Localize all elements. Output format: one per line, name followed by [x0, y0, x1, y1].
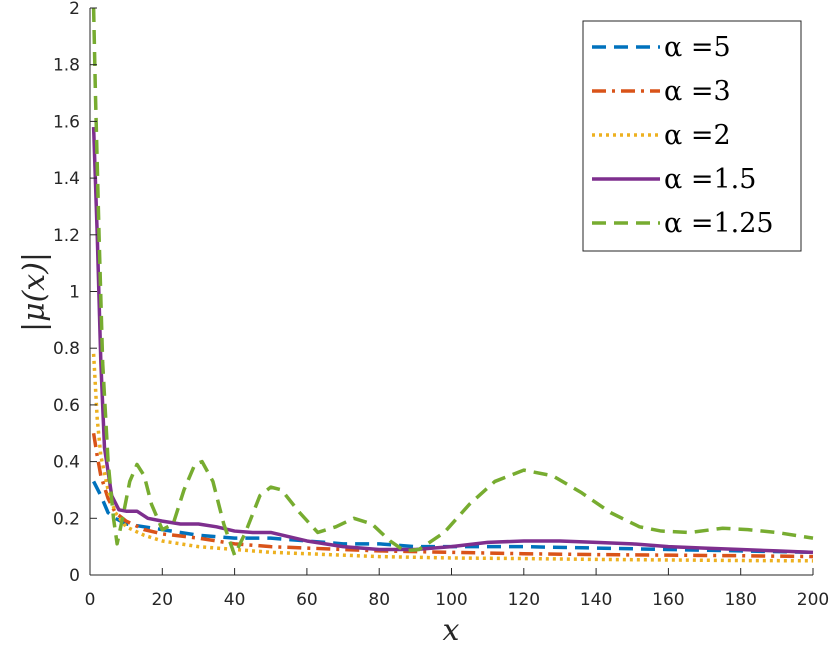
legend-label-3: α =2: [664, 120, 731, 151]
y-tick-label: 1.4: [53, 169, 80, 189]
x-tick-label: 200: [797, 590, 829, 610]
legend: α =5 α =3 α =2 α =1.5 α =1.25: [582, 20, 802, 252]
series-line-4: [91, 127, 814, 555]
legend-label-4: α =1.5: [664, 164, 756, 195]
x-tick-label: 20: [151, 590, 173, 610]
x-ticks: 0 20 40 60 80 100 120 140 160 180 200: [85, 568, 829, 610]
x-tick-label: 140: [580, 590, 612, 610]
x-tick-label: 60: [296, 590, 318, 610]
y-tick-label: 0.4: [53, 453, 80, 473]
y-tick-label: 0: [69, 566, 80, 586]
x-tick-label: 80: [368, 590, 390, 610]
y-tick-label: 1.2: [53, 226, 80, 246]
legend-box: [582, 20, 802, 252]
x-axis-label: x: [443, 613, 460, 646]
y-tick-label: 1.6: [53, 112, 80, 132]
x-tick-label: 160: [652, 590, 684, 610]
series-line-1: [92, 480, 814, 555]
x-tick-label: 40: [224, 590, 246, 610]
y-ticks: 0 0.2 0.4 0.6 0.8 1 1.2 1.4 1.6 1.8 2: [53, 0, 97, 586]
x-tick-label: 120: [508, 590, 540, 610]
legend-label-1: α =5: [664, 32, 731, 63]
y-tick-label: 2: [69, 0, 80, 19]
legend-label-5: α =1.25: [664, 208, 774, 239]
y-tick-label: 0.6: [53, 396, 80, 416]
y-tick-label: 0.8: [53, 339, 80, 359]
x-tick-label: 0: [85, 590, 96, 610]
series-line-5: [91, 7, 814, 557]
legend-label-2: α =3: [664, 76, 731, 107]
series-layer: [91, 7, 814, 563]
series-line-2: [91, 432, 814, 559]
series-line-3: [91, 353, 814, 563]
x-tick-label: 100: [435, 590, 467, 610]
y-tick-label: 0.2: [53, 509, 80, 529]
y-axis-label: |μ(x)|: [17, 252, 52, 332]
y-tick-label: 1.8: [53, 56, 80, 76]
legend-entries: α =5 α =3 α =2 α =1.5 α =1.25: [592, 32, 774, 239]
y-tick-label: 1: [69, 283, 80, 303]
x-tick-label: 180: [724, 590, 756, 610]
